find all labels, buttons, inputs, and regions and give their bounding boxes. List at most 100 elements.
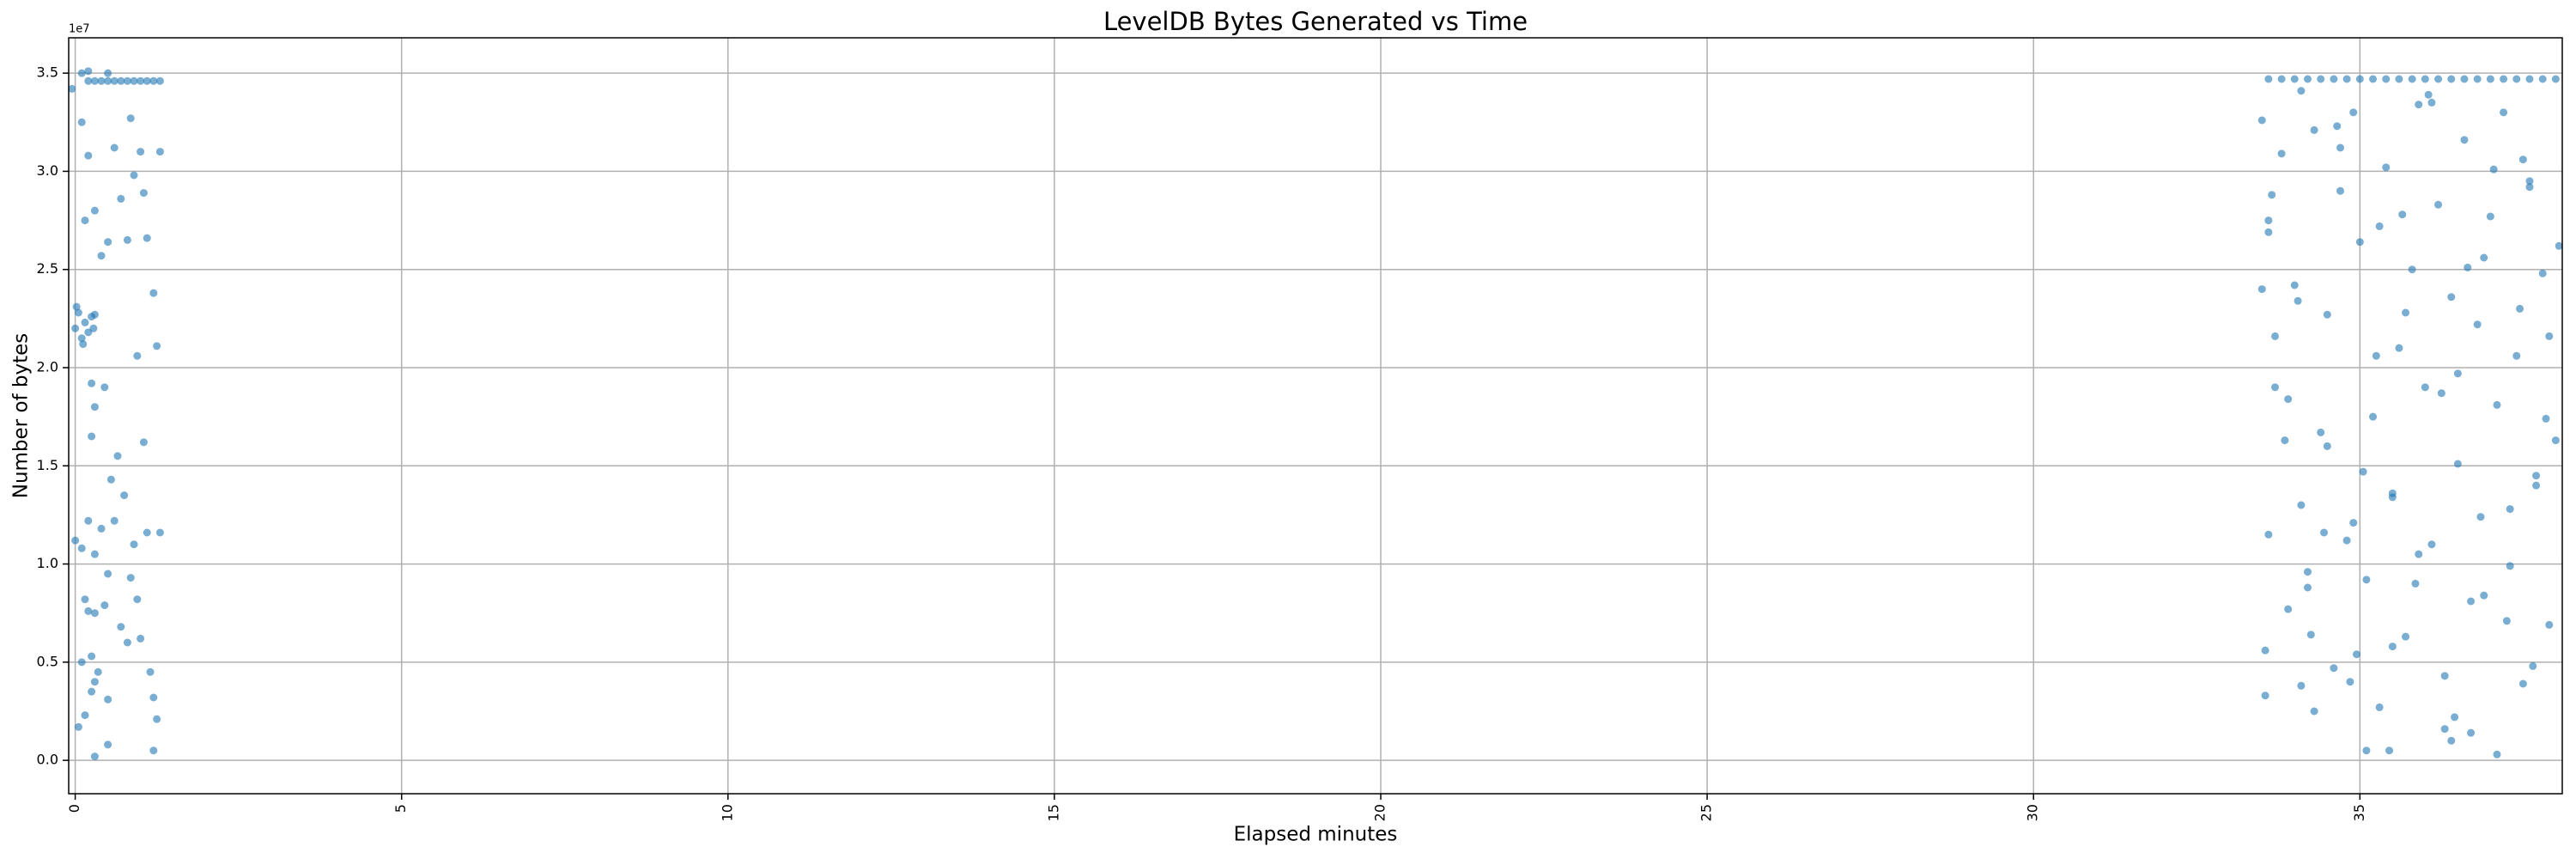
point xyxy=(97,76,106,85)
point xyxy=(88,687,96,696)
chart-title: LevelDB Bytes Generated vs Time xyxy=(1103,7,1528,36)
point xyxy=(137,634,145,643)
point xyxy=(2369,75,2378,83)
point xyxy=(123,638,131,647)
point xyxy=(2518,679,2527,688)
x-tick-label: 10 xyxy=(719,804,735,821)
point xyxy=(2271,383,2280,392)
point xyxy=(2297,681,2306,690)
point xyxy=(123,76,131,85)
point xyxy=(90,609,99,618)
point xyxy=(90,76,99,85)
point xyxy=(2336,143,2345,152)
point xyxy=(2545,332,2554,340)
point xyxy=(2261,646,2269,655)
point xyxy=(2542,414,2550,423)
point xyxy=(153,715,161,723)
point xyxy=(2402,632,2410,641)
point xyxy=(90,752,99,761)
point xyxy=(2342,536,2351,545)
point xyxy=(2264,75,2273,83)
point xyxy=(2290,75,2299,83)
point xyxy=(79,340,88,349)
point xyxy=(2500,108,2508,117)
point xyxy=(2525,75,2534,83)
point xyxy=(2297,501,2306,509)
point xyxy=(139,438,148,447)
point xyxy=(2323,442,2331,450)
point xyxy=(2261,691,2269,700)
point xyxy=(120,491,129,500)
point xyxy=(88,379,96,387)
x-tick-label: 30 xyxy=(2025,804,2041,821)
point xyxy=(72,302,81,311)
point xyxy=(2464,263,2472,271)
point xyxy=(2451,713,2459,722)
point xyxy=(2489,165,2498,174)
point xyxy=(90,403,99,411)
y-axis-label: Number of bytes xyxy=(10,333,33,499)
point xyxy=(117,623,125,631)
point xyxy=(2304,568,2312,576)
point xyxy=(2512,351,2521,360)
point xyxy=(133,595,142,604)
point xyxy=(2304,583,2312,592)
point xyxy=(2395,75,2403,83)
point xyxy=(2362,746,2371,755)
point xyxy=(84,76,93,85)
point xyxy=(88,652,96,661)
point xyxy=(2369,412,2378,421)
point xyxy=(110,143,118,152)
point xyxy=(71,324,80,332)
point xyxy=(84,516,93,525)
point xyxy=(2372,351,2380,360)
point xyxy=(104,740,112,749)
point xyxy=(2476,513,2485,521)
plot-frame xyxy=(68,37,2563,795)
point xyxy=(130,540,138,549)
point xyxy=(2355,238,2364,247)
point xyxy=(2493,750,2501,758)
point xyxy=(90,206,99,215)
point xyxy=(2388,643,2397,651)
point xyxy=(2493,400,2501,409)
point xyxy=(143,234,151,242)
y-tick-label: 0.0 xyxy=(37,752,58,768)
point xyxy=(2421,383,2429,392)
point xyxy=(2424,90,2433,99)
point xyxy=(130,171,138,180)
point xyxy=(2532,481,2541,490)
point xyxy=(155,76,164,85)
point xyxy=(2304,75,2312,83)
point xyxy=(2382,75,2391,83)
point xyxy=(2375,703,2384,711)
y-tick-label: 3.0 xyxy=(37,162,58,179)
point xyxy=(139,189,148,198)
point xyxy=(110,516,118,525)
point xyxy=(2415,101,2423,109)
point xyxy=(2551,75,2560,83)
point xyxy=(2310,125,2318,134)
point xyxy=(2317,428,2325,436)
x-tick-label: 35 xyxy=(2351,804,2367,821)
point xyxy=(2362,576,2371,584)
point xyxy=(2333,122,2342,131)
point xyxy=(137,76,145,85)
point xyxy=(2257,285,2266,294)
x-tick-label: 15 xyxy=(1045,804,1061,821)
point xyxy=(84,67,93,76)
point xyxy=(100,383,109,392)
point xyxy=(2349,519,2358,527)
y-tick-label: 1.0 xyxy=(37,555,58,571)
point xyxy=(2512,75,2521,83)
point xyxy=(94,667,102,676)
point xyxy=(133,351,142,360)
point xyxy=(2281,436,2289,445)
point xyxy=(143,76,151,85)
point xyxy=(137,148,145,156)
point xyxy=(2310,707,2318,716)
x-tick-label: 0 xyxy=(66,804,82,813)
point xyxy=(2359,467,2367,476)
point xyxy=(2421,75,2429,83)
